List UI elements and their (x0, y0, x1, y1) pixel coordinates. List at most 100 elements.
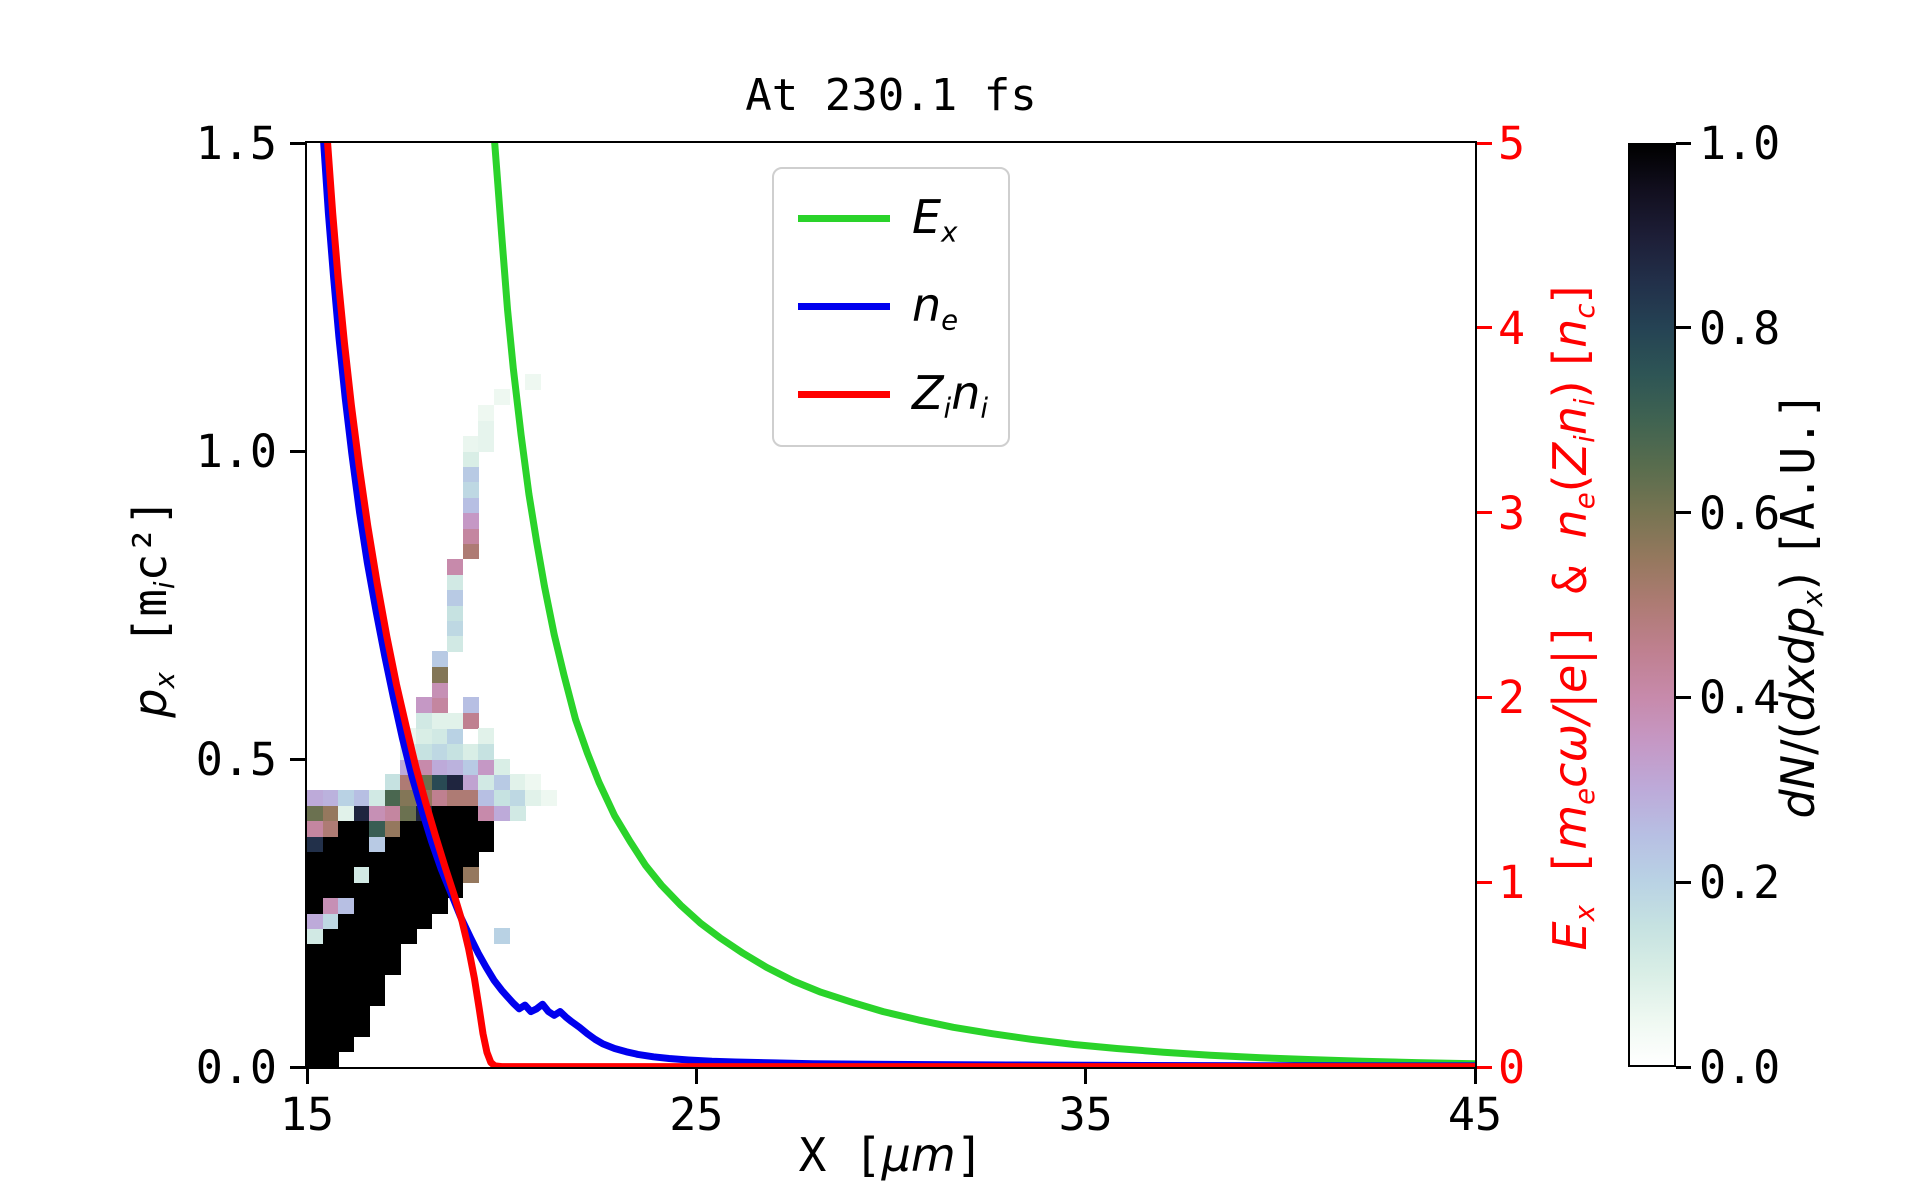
histogram-cell-run (338, 805, 355, 822)
label-segment: ] (955, 1128, 984, 1182)
histogram-cell-run (431, 697, 448, 714)
legend-line-Ex (798, 215, 890, 223)
histogram-cell-run (493, 759, 511, 775)
histogram-cell-run (478, 404, 495, 421)
legend-line-ne (798, 303, 890, 311)
histogram-cell-run (322, 928, 339, 1067)
y-right-tick (1475, 880, 1492, 884)
legend-label-ne: ne (912, 278, 958, 336)
colorbar-tick-label: 0.8 (1699, 301, 1781, 355)
histogram-cell-run (462, 543, 479, 560)
y-left-tick-label: 1.5 (195, 117, 277, 170)
histogram-cell-run (478, 805, 495, 822)
histogram-cell-run (509, 789, 526, 806)
label-segment: Z (1542, 442, 1597, 475)
plot-area (305, 141, 1477, 1069)
histogram-cell-run (431, 774, 448, 791)
chart-title: At 230.1 fs (745, 70, 1037, 121)
histogram-cell-run (462, 743, 479, 760)
histogram-cell-run (447, 620, 464, 637)
y-right-tick-label: 1 (1498, 856, 1526, 910)
histogram-cell-run (338, 789, 355, 806)
histogram-cell-run (307, 928, 324, 945)
y-right-tick-label: 0 (1498, 1041, 1526, 1094)
label-segment: /( (1770, 721, 1825, 755)
histogram-cell-run (353, 805, 370, 822)
histogram-cell-run (322, 836, 339, 899)
histogram-cell-run (447, 743, 464, 760)
histogram-cell-run (369, 820, 386, 837)
histogram-cell-run (307, 836, 324, 852)
histogram-cell-run (338, 897, 355, 914)
colorbar-tick (1676, 1065, 1691, 1069)
histogram-cell-run (447, 558, 464, 575)
legend-line-Zini (798, 391, 890, 399)
label-segment: e (941, 303, 959, 337)
y-left-tick (290, 1065, 307, 1069)
histogram-cell-run (447, 635, 464, 652)
histogram-cell-run (478, 420, 495, 452)
histogram-cell-run (369, 851, 386, 1006)
histogram-cell-run (462, 697, 479, 714)
colorbar-tick-label: 1.0 (1699, 117, 1781, 170)
curve-Zini (324, 143, 1475, 1067)
colorbar-tick-label: 0.2 (1699, 856, 1781, 910)
histogram-cell-run (416, 743, 433, 760)
histogram-cell-run (400, 805, 417, 822)
label-segment: n (912, 277, 942, 332)
label-segment: i (943, 391, 952, 425)
label-segment: ] & (1542, 538, 1597, 650)
histogram-cell-run (478, 789, 495, 806)
x-axis-label: X [μm] (307, 1128, 1475, 1182)
legend-label-Ex: Ex (912, 190, 957, 248)
label-segment: m (1542, 804, 1597, 850)
histogram-cell-run (307, 805, 324, 822)
histogram-cell-run (384, 820, 402, 837)
curve-ne (320, 143, 1475, 1067)
histogram-cell-run (384, 805, 402, 822)
label-segment: dN (1770, 754, 1825, 819)
histogram-cell-run (322, 805, 339, 822)
histogram-cell-run (431, 682, 448, 698)
y-left-tick-label: 0.0 (195, 1041, 277, 1094)
y-axis-label-right: Ex [mecω/|e|] & ne(Zini) [nc] (1543, 286, 1601, 951)
colorbar-tick (1676, 511, 1691, 515)
histogram-cell-run (447, 774, 464, 791)
histogram-cell-run (400, 820, 417, 945)
histogram-cell-run (462, 712, 479, 729)
histogram-cell-run (462, 451, 479, 467)
y-left-tick (290, 449, 307, 453)
histogram-cell-run (431, 743, 448, 760)
histogram-cell-run (462, 789, 479, 806)
histogram-cell-run (493, 805, 511, 822)
histogram-cell-run (431, 666, 448, 683)
histogram-cell-run (447, 789, 464, 806)
histogram-cell-run (384, 789, 402, 806)
histogram-cell-run (431, 712, 448, 729)
histogram-cell-run (478, 759, 495, 775)
label-segment: x (1568, 905, 1602, 922)
label-segment: x (148, 672, 182, 689)
histogram-cell-run (447, 759, 464, 775)
curve-Ex (491, 143, 1475, 1067)
histogram-cell-run (462, 774, 479, 791)
histogram-cell-run (447, 712, 464, 729)
label-segment: μm (881, 1128, 956, 1182)
label-segment: i (1568, 435, 1602, 443)
legend-entry-Zini: Zini (774, 366, 1008, 424)
x-tick (694, 1067, 698, 1084)
colorbar-tick-label: 0.0 (1699, 1041, 1781, 1094)
colorbar-tick-label: 0.6 (1699, 486, 1781, 540)
y-axis-label-left: px [mic²] (123, 498, 181, 717)
colorbar-tick (1676, 880, 1691, 884)
histogram-cell-run (384, 836, 402, 976)
y-right-tick (1475, 511, 1492, 515)
y-left-tick-label: 0.5 (195, 733, 277, 786)
label-segment: ) [ (1542, 347, 1597, 399)
histogram-cell-run (353, 882, 370, 1037)
legend: Ex ne Zini (772, 167, 1010, 447)
histogram-cell-run (400, 789, 417, 806)
histogram-cell-run (462, 759, 479, 775)
colorbar-tick-label: 0.4 (1699, 671, 1781, 725)
